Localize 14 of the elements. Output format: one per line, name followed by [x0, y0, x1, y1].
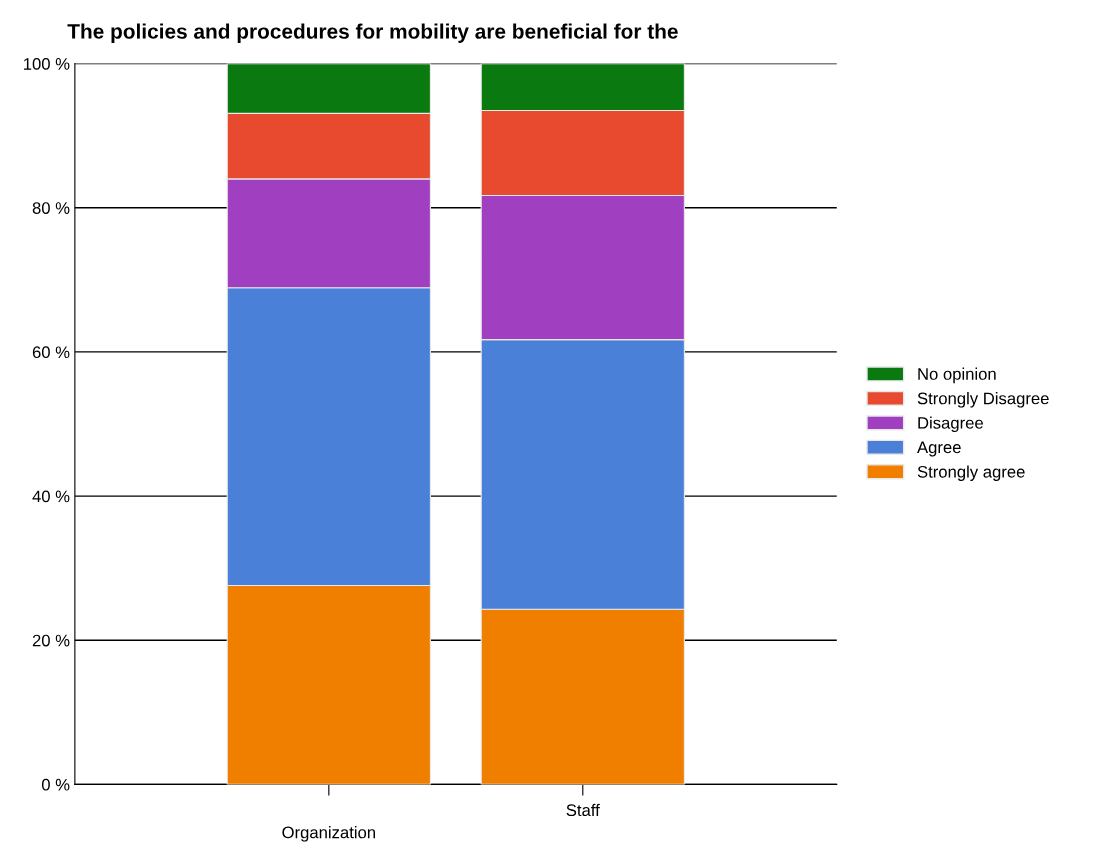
x-tick-label: Organization — [282, 826, 375, 842]
y-tick-label: 100 % — [24, 58, 70, 70]
legend-label: No opinion — [918, 367, 996, 384]
legend-label: Strongly agree — [917, 465, 1025, 481]
x-tick-label: Staff — [566, 803, 600, 817]
y-tick-label: 20 % — [32, 634, 70, 647]
y-tick-label: 0 % — [41, 778, 70, 791]
legend-label: Disagree — [918, 416, 983, 433]
y-tick-label: 60 % — [32, 346, 70, 359]
y-tick-label: 40 % — [32, 490, 70, 503]
chart-title: The policies and procedures for mobility are beneficial for the — [67, 23, 678, 43]
legend-label: Strongly Disagree — [917, 392, 1049, 408]
y-tick-label: 80 % — [32, 202, 70, 214]
legend-label: Agree — [917, 441, 961, 457]
